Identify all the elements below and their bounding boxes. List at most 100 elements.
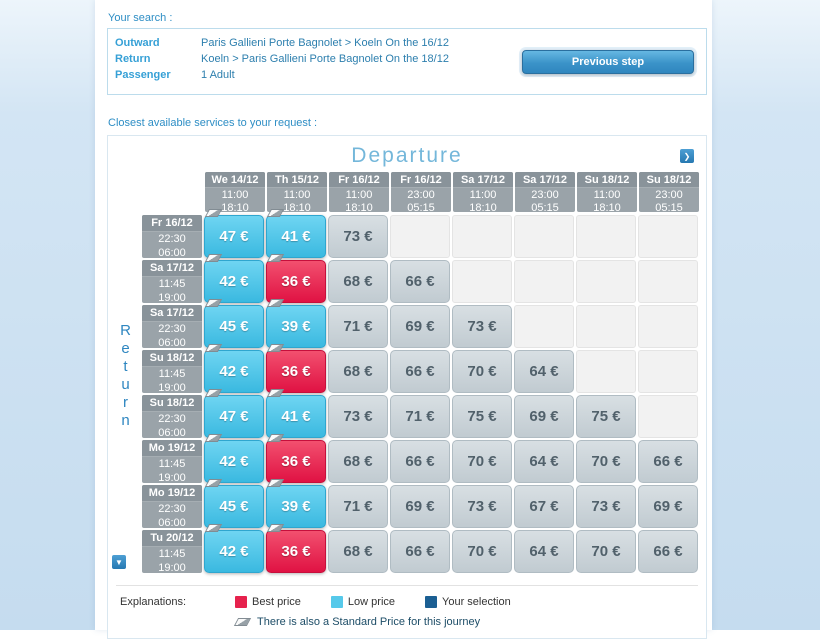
price-cell[interactable]: 39 € [266, 299, 326, 348]
price-cell[interactable]: 75 € [576, 395, 636, 438]
price-cell[interactable]: 70 € [576, 530, 636, 573]
scroll-down-button[interactable]: ▼ [112, 555, 126, 569]
price-label: 64 € [529, 543, 559, 560]
price-cell[interactable]: 36 € [266, 434, 326, 483]
price-cell[interactable]: 41 € [266, 209, 326, 258]
price-label: 68 € [343, 543, 373, 560]
price-cell[interactable]: 64 € [514, 350, 574, 393]
price-cell[interactable]: 42 € [204, 434, 264, 483]
standard-price-flag-icon [204, 479, 223, 487]
price-cell[interactable]: 69 € [390, 485, 450, 528]
row-header: Su 18/12 11:45 19:00 [142, 350, 202, 393]
price-cell[interactable]: 69 € [638, 485, 698, 528]
price-label: 70 € [467, 363, 497, 380]
price-cell[interactable]: 64 € [514, 530, 574, 573]
price-cell[interactable]: 66 € [390, 530, 450, 573]
price-cell[interactable]: 70 € [452, 440, 512, 483]
price-cell[interactable]: 70 € [452, 530, 512, 573]
price-label: 70 € [591, 453, 621, 470]
price-label: 69 € [405, 318, 435, 335]
price-cell[interactable]: 45 € [204, 479, 264, 528]
price-label: 69 € [405, 498, 435, 515]
price-label: 70 € [591, 543, 621, 560]
price-cell[interactable]: 69 € [390, 305, 450, 348]
previous-step-button[interactable]: Previous step [522, 49, 694, 74]
price-label: 73 € [467, 498, 497, 515]
price-cell[interactable]: 66 € [638, 530, 698, 573]
empty-cell [576, 305, 636, 348]
matrix-row: Mo 19/12 11:45 19:00 42 € 36 € 68 € 66 € 70 € 64… [142, 434, 706, 483]
standard-price-flag-icon [266, 299, 285, 307]
price-cell[interactable]: 69 € [514, 395, 574, 438]
column-headers: We 14/12 11:00 18:10 Th 15/12 11:00 18:10 Fr 1… [205, 172, 706, 212]
empty-cell [638, 350, 698, 393]
price-cell[interactable]: 42 € [204, 254, 264, 303]
price-label: 39 € [281, 498, 311, 515]
price-cell[interactable]: 68 € [328, 260, 388, 303]
content: Your search : Outward Paris Gallieni Por… [95, 0, 712, 639]
price-cell[interactable]: 71 € [328, 485, 388, 528]
legend-line-2: There is also a Standard Price for this … [120, 616, 698, 628]
row-header: Su 18/12 22:30 06:00 [142, 395, 202, 438]
price-cell[interactable]: 36 € [266, 344, 326, 393]
your-selection-swatch [425, 596, 437, 608]
standard-price-flag-icon [266, 344, 285, 352]
price-label: 41 € [281, 228, 311, 245]
standard-price-flag-icon [266, 389, 285, 397]
price-cell[interactable]: 47 € [204, 389, 264, 438]
price-cell[interactable]: 68 € [328, 440, 388, 483]
price-cell[interactable]: 66 € [638, 440, 698, 483]
price-cell[interactable]: 68 € [328, 350, 388, 393]
price-label: 36 € [281, 453, 311, 470]
price-cell[interactable]: 42 € [204, 524, 264, 573]
price-cell[interactable]: 42 € [204, 344, 264, 393]
price-label: 45 € [219, 318, 249, 335]
price-cell[interactable]: 73 € [328, 395, 388, 438]
empty-cell [514, 260, 574, 303]
price-cell[interactable]: 73 € [452, 485, 512, 528]
row-header: Fr 16/12 22:30 06:00 [142, 215, 202, 258]
price-label: 70 € [467, 543, 497, 560]
price-label: 68 € [343, 453, 373, 470]
price-cell[interactable]: 45 € [204, 299, 264, 348]
low-price-swatch [330, 596, 343, 608]
price-label: 70 € [467, 453, 497, 470]
price-cell[interactable]: 41 € [266, 389, 326, 438]
price-cell[interactable]: 73 € [576, 485, 636, 528]
row-header: Sa 17/12 22:30 06:00 [142, 305, 202, 348]
price-cell[interactable]: 66 € [390, 260, 450, 303]
price-label: 66 € [405, 273, 435, 290]
matrix-row: Su 18/12 11:45 19:00 42 € 36 € 68 € 66 € 70 € 64… [142, 344, 706, 393]
price-label: 42 € [219, 273, 249, 290]
standard-price-flag-icon [204, 524, 223, 532]
price-cell[interactable]: 70 € [452, 350, 512, 393]
price-label: 47 € [219, 228, 249, 245]
price-cell[interactable]: 73 € [328, 215, 388, 258]
price-cell[interactable]: 66 € [390, 440, 450, 483]
price-cell[interactable]: 73 € [452, 305, 512, 348]
scroll-right-button[interactable]: ❯ [680, 149, 694, 163]
standard-price-flag-icon [266, 524, 285, 532]
passenger-label: Passenger [115, 69, 171, 81]
price-cell[interactable]: 64 € [514, 440, 574, 483]
price-cell[interactable]: 36 € [266, 254, 326, 303]
price-cell[interactable]: 75 € [452, 395, 512, 438]
column-header: Fr 16/12 11:00 18:10 [329, 172, 389, 212]
price-cell[interactable]: 68 € [328, 530, 388, 573]
price-cell[interactable]: 71 € [328, 305, 388, 348]
price-label: 36 € [281, 543, 311, 560]
standard-price-flag-icon [204, 299, 223, 307]
price-label: 75 € [591, 408, 621, 425]
search-row-return: Return Koeln > Paris Gallieni Porte Bagn… [115, 53, 700, 66]
row-header: Mo 19/12 22:30 06:00 [142, 485, 202, 528]
price-cell[interactable]: 67 € [514, 485, 574, 528]
price-cell[interactable]: 47 € [204, 209, 264, 258]
price-cell[interactable]: 39 € [266, 479, 326, 528]
price-cell[interactable]: 36 € [266, 524, 326, 573]
price-label: 69 € [653, 498, 683, 515]
price-cell[interactable]: 70 € [576, 440, 636, 483]
price-cell[interactable]: 71 € [390, 395, 450, 438]
price-cell[interactable]: 66 € [390, 350, 450, 393]
